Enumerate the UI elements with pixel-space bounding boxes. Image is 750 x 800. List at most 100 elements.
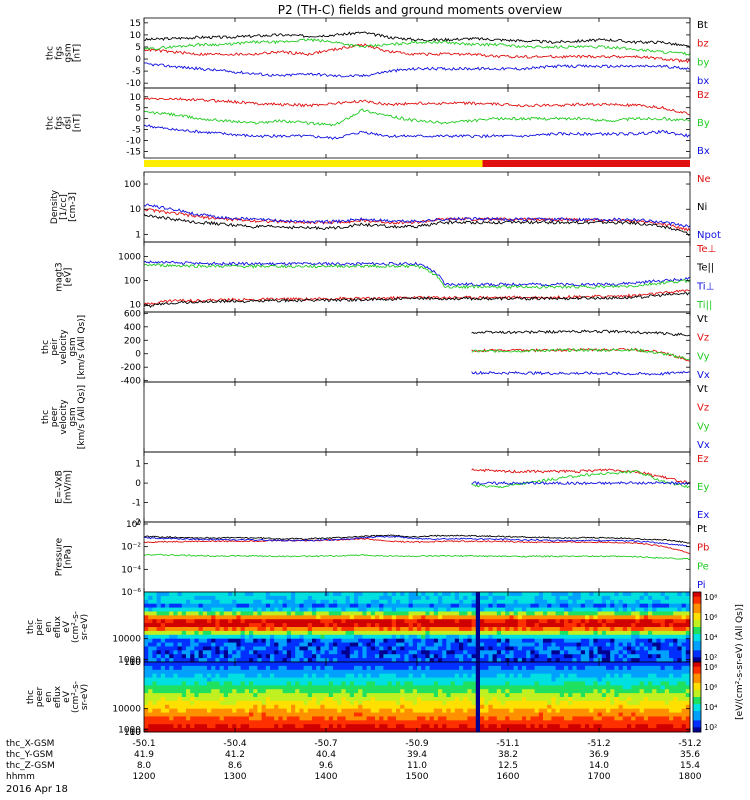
heatmap-cell bbox=[601, 650, 607, 655]
heatmap-cell bbox=[505, 712, 510, 717]
heatmap-cell bbox=[589, 619, 594, 624]
heatmap-cell bbox=[534, 630, 540, 636]
heatmap-cell bbox=[257, 708, 262, 713]
heatmap-cell bbox=[421, 592, 426, 597]
heatmap-cell bbox=[211, 704, 216, 710]
heatmap-cell bbox=[484, 677, 489, 682]
heatmap-cell bbox=[366, 712, 372, 717]
heatmap-cell bbox=[165, 724, 170, 729]
heatmap-cell bbox=[564, 623, 569, 628]
series-Te bbox=[143, 292, 690, 308]
heatmap-cell bbox=[387, 592, 393, 597]
heatmap-cell bbox=[639, 669, 645, 675]
heatmap-cell bbox=[618, 724, 624, 729]
heatmap-cell bbox=[673, 599, 678, 605]
heatmap-cell bbox=[295, 662, 300, 667]
heatmap-cell bbox=[328, 697, 334, 702]
heatmap-cell bbox=[270, 712, 275, 717]
heatmap-cell bbox=[173, 650, 178, 655]
heatmap-cell bbox=[618, 603, 624, 608]
heatmap-cell bbox=[211, 623, 216, 628]
heatmap-cell bbox=[467, 662, 472, 667]
heatmap-cell bbox=[232, 720, 237, 725]
heatmap-cell bbox=[169, 642, 174, 647]
heatmap-cell bbox=[148, 720, 153, 725]
heatmap-cell bbox=[391, 630, 397, 636]
heatmap-cell bbox=[614, 607, 619, 612]
heatmap-cell bbox=[551, 708, 556, 713]
heatmap-cell bbox=[572, 716, 577, 721]
heatmap-cell bbox=[320, 630, 325, 636]
heatmap-cell bbox=[522, 638, 527, 643]
heatmap-cell bbox=[429, 658, 435, 663]
heatmap-cell bbox=[219, 693, 225, 698]
heatmap-cell bbox=[442, 716, 447, 721]
heatmap-cell bbox=[219, 638, 225, 643]
heatmap-cell bbox=[580, 662, 586, 667]
heatmap-cell bbox=[148, 681, 153, 686]
heatmap-cell bbox=[534, 697, 540, 702]
heatmap-cell bbox=[656, 669, 661, 675]
heatmap-cell bbox=[303, 712, 309, 717]
heatmap-cell bbox=[366, 681, 372, 686]
heatmap-cell bbox=[261, 681, 267, 686]
heatmap-cell bbox=[265, 669, 271, 675]
heatmap-cell bbox=[303, 630, 309, 636]
heatmap-cell bbox=[530, 638, 535, 643]
heatmap-cell bbox=[614, 642, 619, 647]
heatmap-cell bbox=[349, 669, 355, 675]
heatmap-cell bbox=[643, 720, 649, 725]
heatmap-cell bbox=[354, 650, 359, 655]
legend-Ti: Ti|| bbox=[696, 300, 712, 311]
heatmap-cell bbox=[572, 662, 577, 667]
heatmap-cell bbox=[467, 607, 472, 612]
legend-Bx: Bx bbox=[697, 146, 710, 157]
heatmap-cell bbox=[555, 599, 561, 605]
heatmap-cell bbox=[383, 700, 388, 706]
heatmap-cell bbox=[181, 720, 187, 725]
ytick-label: -10 bbox=[126, 79, 141, 89]
heatmap-cell bbox=[555, 638, 561, 643]
heatmap-cell bbox=[240, 728, 246, 733]
heatmap-cell bbox=[181, 700, 187, 706]
heatmap-cell bbox=[307, 630, 313, 636]
heatmap-cell bbox=[660, 607, 666, 612]
heatmap-cell bbox=[320, 615, 325, 620]
heatmap-cell bbox=[316, 599, 321, 605]
heatmap-cell bbox=[358, 654, 363, 659]
heatmap-cell bbox=[244, 592, 250, 597]
heatmap-cell bbox=[664, 669, 670, 675]
heatmap-cell bbox=[681, 650, 687, 655]
heatmap-cell bbox=[593, 646, 598, 651]
heatmap-cell bbox=[152, 700, 157, 706]
heatmap-cell bbox=[236, 642, 241, 647]
heatmap-cell bbox=[320, 697, 325, 702]
heatmap-cell bbox=[211, 665, 216, 671]
heatmap-cell bbox=[471, 627, 477, 632]
heatmap-cell bbox=[408, 646, 414, 651]
heatmap-cell bbox=[660, 681, 666, 686]
heatmap-cell bbox=[366, 724, 372, 729]
heatmap-cell bbox=[341, 704, 346, 710]
heatmap-cell bbox=[160, 724, 166, 729]
ytick-label: 10⁻⁴ bbox=[121, 565, 141, 575]
heatmap-cell bbox=[370, 669, 376, 675]
heatmap-cell bbox=[513, 665, 519, 671]
heatmap-cell bbox=[505, 592, 510, 597]
heatmap-cell bbox=[513, 615, 519, 620]
heatmap-cell bbox=[551, 685, 556, 690]
heatmap-cell bbox=[543, 603, 548, 608]
heatmap-cell bbox=[328, 728, 334, 733]
heatmap-cell bbox=[589, 634, 594, 640]
heatmap-cell bbox=[194, 615, 199, 620]
heatmap-cell bbox=[505, 615, 510, 620]
heatmap-cell bbox=[228, 720, 233, 725]
colorbar-cell bbox=[693, 624, 701, 628]
heatmap-cell bbox=[643, 603, 649, 608]
heatmap-cell bbox=[496, 728, 502, 733]
heatmap-cell bbox=[236, 615, 241, 620]
heatmap-cell bbox=[585, 599, 590, 605]
heatmap-cell bbox=[186, 673, 191, 678]
heatmap-cell bbox=[648, 685, 653, 690]
heatmap-cell bbox=[538, 642, 544, 647]
